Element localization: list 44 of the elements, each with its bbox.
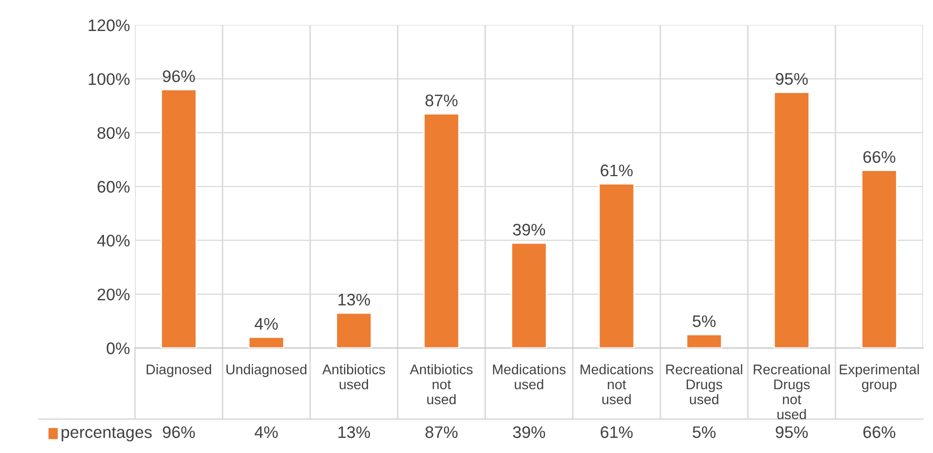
data-label: 13%	[338, 426, 370, 438]
y-tick-label: 60%	[98, 180, 130, 193]
y-tick-label: 20%	[98, 288, 130, 300]
data-label: 66%	[863, 426, 896, 438]
text: 95%	[776, 73, 808, 85]
text: 5%	[692, 315, 716, 328]
data-label: 5%	[692, 426, 716, 438]
text: 96%	[162, 70, 195, 82]
x-tick-label: Medications not used	[580, 364, 654, 404]
text: 13%	[338, 294, 370, 306]
x-tick-label: Recreational Drugs not used	[754, 364, 830, 420]
x-tick-label: Recreational Drugs used	[666, 364, 742, 404]
data-label: 4%	[254, 426, 278, 438]
x-tick-label: Medications used	[493, 364, 566, 390]
data-label: 87%	[425, 426, 458, 438]
bar	[160, 88, 197, 348]
x-tick-label: Undiagnosed	[226, 364, 306, 378]
y-tick-label: 0%	[106, 342, 130, 354]
bar	[686, 334, 722, 348]
bar	[423, 113, 460, 348]
y-tick-label: 40%	[97, 234, 130, 247]
x-tick-label: Antibiotics not used	[410, 364, 473, 404]
text: 4%	[254, 318, 278, 330]
x-tick-label: Diagnosed	[146, 364, 212, 378]
y-tick-label: 80%	[98, 127, 130, 139]
data-label: 96%	[162, 426, 195, 438]
bar	[861, 170, 898, 348]
text: 87%	[425, 94, 458, 106]
bar	[248, 336, 285, 348]
text: 39%	[512, 224, 546, 236]
x-tick-label: Experimental group	[840, 364, 919, 392]
y-tick-label: 120%	[88, 19, 130, 32]
bar	[510, 242, 548, 348]
data-label: 95%	[776, 426, 808, 438]
text: 61%	[600, 164, 633, 176]
y-tick-label: 100%	[88, 73, 130, 86]
bar	[336, 312, 372, 348]
data-label: 61%	[600, 426, 633, 438]
bar	[598, 183, 635, 348]
legend-label: percentages	[62, 427, 152, 442]
x-tick-label: Antibiotics used	[322, 364, 386, 390]
bar	[773, 92, 810, 348]
data-label: 39%	[512, 426, 546, 438]
text: 66%	[863, 151, 896, 163]
